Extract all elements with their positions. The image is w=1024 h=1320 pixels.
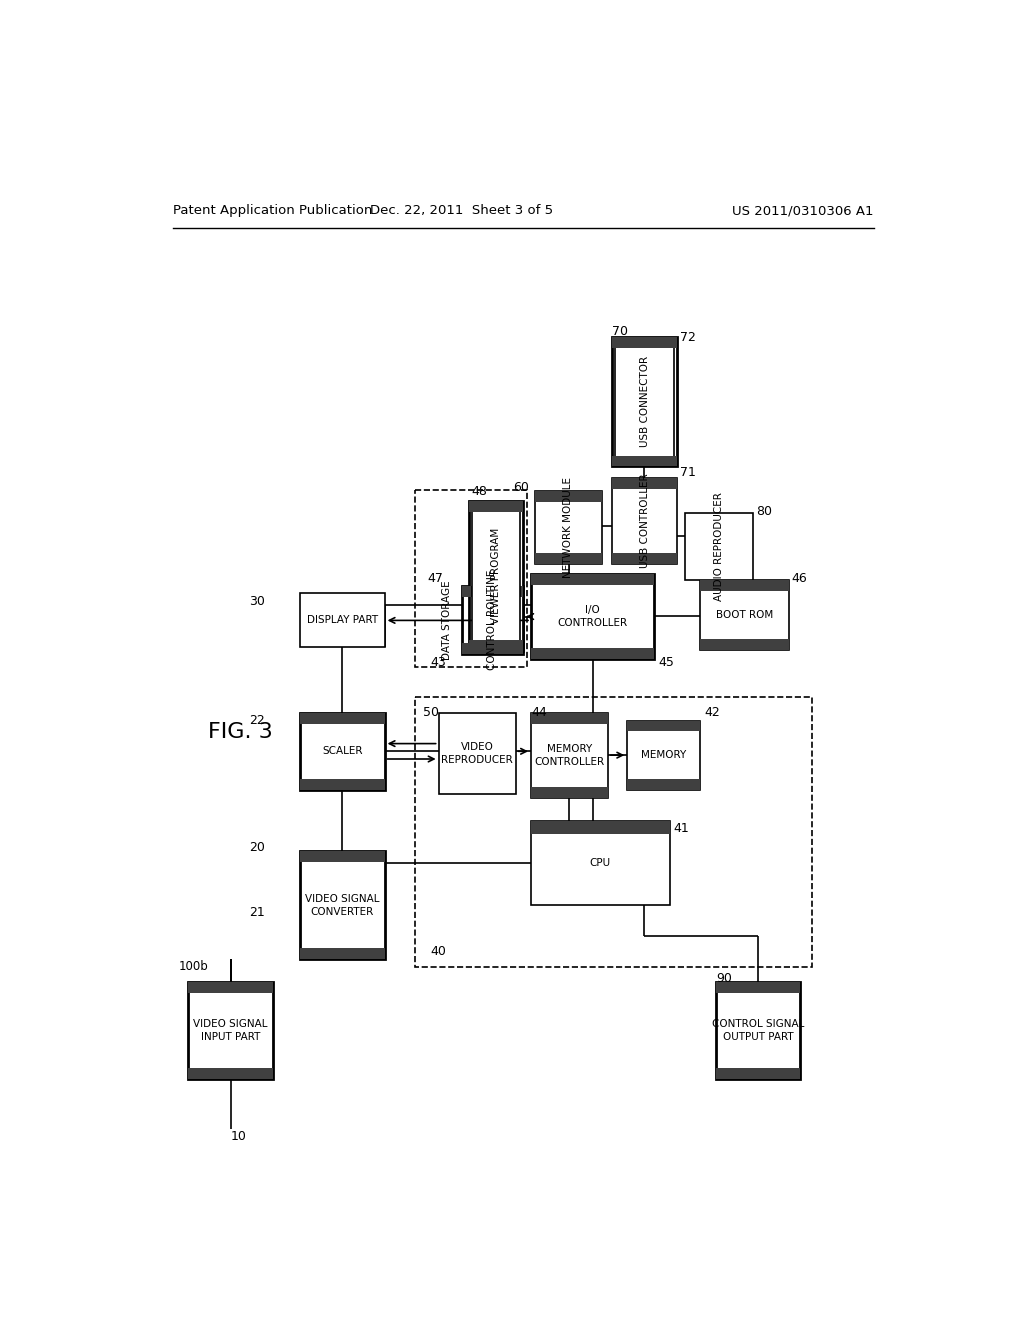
Bar: [716, 982, 801, 1078]
Text: Dec. 22, 2011  Sheet 3 of 5: Dec. 22, 2011 Sheet 3 of 5: [370, 205, 553, 218]
Text: 42: 42: [705, 706, 720, 719]
Bar: [716, 982, 801, 993]
Text: VIDEO SIGNAL
CONVERTER: VIDEO SIGNAL CONVERTER: [305, 894, 380, 917]
Bar: [438, 713, 515, 793]
Text: USB CONTROLLER: USB CONTROLLER: [640, 474, 649, 569]
Text: 22: 22: [250, 714, 265, 727]
Text: US 2011/0310306 A1: US 2011/0310306 A1: [732, 205, 873, 218]
Bar: [462, 586, 523, 653]
Bar: [300, 779, 385, 789]
Bar: [300, 948, 385, 960]
Bar: [531, 713, 608, 797]
Text: CPU: CPU: [590, 858, 611, 869]
Bar: [469, 502, 523, 512]
Text: AUDIO REPRODUCER: AUDIO REPRODUCER: [714, 492, 724, 601]
Bar: [628, 779, 700, 789]
Text: 48: 48: [471, 484, 486, 498]
Bar: [300, 851, 385, 862]
Text: 80: 80: [756, 504, 772, 517]
Bar: [531, 574, 654, 659]
Text: 45: 45: [658, 656, 674, 669]
Text: I/O
CONTROLLER: I/O CONTROLLER: [557, 605, 628, 628]
Bar: [611, 553, 677, 564]
Bar: [188, 1068, 273, 1078]
Text: 50: 50: [423, 706, 439, 719]
Text: DATA STORAGE: DATA STORAGE: [442, 581, 452, 660]
Text: 70: 70: [611, 325, 628, 338]
Text: VIEWER PROGRAM: VIEWER PROGRAM: [492, 528, 502, 624]
Bar: [416, 490, 527, 667]
Text: MEMORY: MEMORY: [641, 750, 686, 760]
Text: NETWORK MODULE: NETWORK MODULE: [563, 477, 573, 578]
Bar: [531, 787, 608, 797]
Bar: [300, 851, 385, 960]
Bar: [469, 640, 523, 651]
Bar: [469, 502, 523, 651]
Text: 47: 47: [427, 572, 443, 585]
Text: USB CONNECTOR: USB CONNECTOR: [640, 356, 649, 447]
Text: 40: 40: [431, 945, 446, 958]
Text: 20: 20: [250, 841, 265, 854]
Bar: [611, 455, 677, 466]
Text: 43: 43: [431, 656, 446, 669]
Bar: [188, 982, 273, 1078]
Bar: [716, 1068, 801, 1078]
Bar: [531, 713, 608, 723]
Text: DISPLAY PART: DISPLAY PART: [307, 615, 378, 626]
Text: CONTROL SIGNAL
OUTPUT PART: CONTROL SIGNAL OUTPUT PART: [712, 1019, 804, 1041]
Text: 41: 41: [674, 822, 689, 834]
Bar: [685, 512, 753, 581]
Text: Patent Application Publication: Patent Application Publication: [173, 205, 373, 218]
Bar: [611, 478, 677, 488]
Text: 71: 71: [680, 466, 696, 479]
Bar: [531, 821, 670, 906]
Bar: [611, 337, 677, 348]
Bar: [611, 478, 677, 564]
Text: 30: 30: [250, 594, 265, 607]
Text: SCALER: SCALER: [323, 746, 362, 756]
Text: 72: 72: [680, 330, 696, 343]
Bar: [188, 982, 273, 993]
Bar: [531, 574, 654, 585]
Bar: [462, 586, 523, 597]
Text: VIDEO SIGNAL
INPUT PART: VIDEO SIGNAL INPUT PART: [194, 1019, 268, 1041]
Text: BOOT ROM: BOOT ROM: [716, 610, 773, 620]
Text: 100b: 100b: [178, 961, 208, 973]
Text: FIG. 3: FIG. 3: [208, 722, 272, 742]
Text: 46: 46: [792, 572, 807, 585]
Text: CONTROL ROUTINE: CONTROL ROUTINE: [487, 569, 498, 669]
Text: 60: 60: [513, 480, 528, 494]
Bar: [472, 504, 520, 648]
Text: 90: 90: [716, 972, 731, 985]
Bar: [535, 491, 602, 502]
Text: MEMORY
CONTROLLER: MEMORY CONTROLLER: [535, 743, 604, 767]
Bar: [531, 648, 654, 659]
Bar: [462, 643, 523, 653]
Bar: [300, 713, 385, 723]
Text: 21: 21: [250, 907, 265, 920]
Bar: [611, 337, 677, 466]
Text: 44: 44: [531, 706, 547, 719]
Bar: [300, 594, 385, 647]
Bar: [628, 721, 700, 789]
Text: 10: 10: [230, 1130, 247, 1143]
Text: VIDEO
REPRODUCER: VIDEO REPRODUCER: [441, 742, 513, 764]
Bar: [531, 821, 670, 834]
Bar: [535, 553, 602, 564]
Bar: [700, 581, 788, 649]
Bar: [628, 721, 700, 731]
Bar: [614, 341, 674, 463]
Bar: [535, 491, 602, 564]
Bar: [700, 639, 788, 649]
Bar: [700, 581, 788, 591]
Bar: [416, 697, 812, 966]
Bar: [300, 713, 385, 789]
